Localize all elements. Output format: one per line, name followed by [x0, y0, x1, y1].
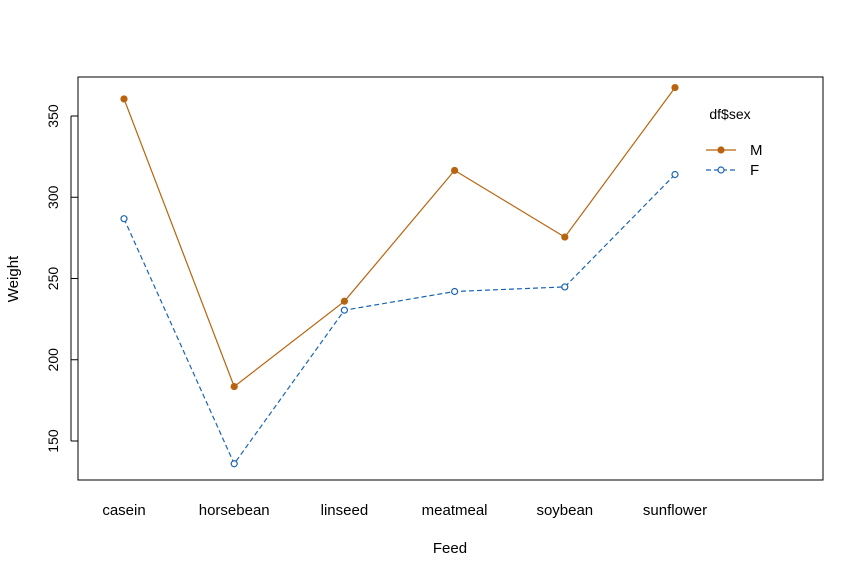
- x-tick-label: sunflower: [643, 502, 707, 519]
- data-point: [671, 170, 679, 179]
- legend-label: M: [750, 142, 763, 159]
- y-tick-label: 150: [45, 429, 61, 453]
- data-point: [451, 166, 459, 175]
- x-tick-label: casein: [102, 502, 145, 519]
- y-axis-label: Weight: [5, 255, 22, 302]
- x-tick-label: linseed: [321, 502, 369, 519]
- legend-label: F: [750, 162, 759, 179]
- data-point: [671, 83, 679, 92]
- data-point: [120, 215, 128, 223]
- x-tick-label: horsebean: [199, 502, 270, 519]
- data-point: [340, 306, 348, 314]
- data-point: [120, 95, 128, 103]
- y-tick-label: 250: [45, 267, 61, 291]
- data-point: [230, 382, 238, 391]
- plot-frame: [77, 76, 824, 481]
- y-tick-label: 300: [45, 185, 61, 209]
- legend: df$sex MF: [706, 106, 763, 179]
- data-point: [451, 287, 459, 296]
- series-line: [123, 87, 676, 388]
- x-tick-labels: casein horsebean linseed meatmeal soybean sun…: [102, 502, 707, 519]
- series-line: [123, 174, 676, 465]
- data-point: [561, 233, 569, 241]
- legend-title: df$sex: [709, 106, 750, 122]
- data-point: [561, 283, 569, 291]
- x-tick-label: soybean: [536, 502, 593, 519]
- x-tick-label: meatmeal: [422, 502, 488, 519]
- series-F: [120, 170, 679, 468]
- y-tick-label: 350: [45, 104, 61, 128]
- data-point: [230, 460, 238, 468]
- y-tick-label: 200: [45, 348, 61, 372]
- legend-marker: [717, 166, 725, 174]
- series-M: [120, 83, 679, 391]
- y-axis: 150 200 250 300 350: [45, 104, 78, 453]
- data-point: [340, 297, 348, 305]
- legend-marker: [717, 146, 725, 154]
- x-axis-label: Feed: [433, 540, 467, 557]
- series-layer: [120, 83, 679, 468]
